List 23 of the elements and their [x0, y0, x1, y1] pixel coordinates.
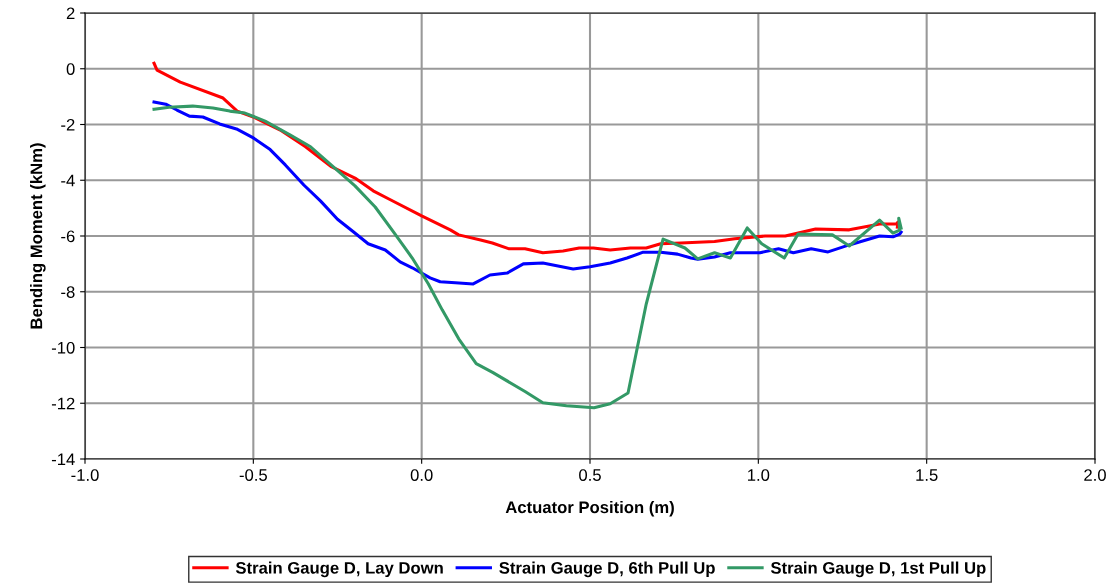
y-axis-title: Bending Moment (kNm): [30, 143, 46, 329]
y-tick-label: -8: [61, 286, 75, 298]
y-tick-label: 0: [66, 63, 75, 75]
legend-label: Strain Gauge D, Lay Down: [235, 561, 443, 578]
x-axis-title: Actuator Position (m): [505, 500, 674, 517]
x-tick-label: 1.0: [748, 469, 770, 481]
x-tick-label: -0.5: [239, 469, 267, 481]
x-tick-label: 0.0: [410, 469, 433, 481]
y-tick-label: -2: [61, 118, 75, 131]
line-series: [152, 100, 903, 286]
y-tick-label: -10: [51, 341, 75, 354]
x-tick-label: 1.5: [916, 469, 938, 481]
y-tick-label: -6: [61, 230, 75, 243]
x-tick-label: 0.5: [579, 469, 601, 481]
x-tick-label: 2.0: [1084, 469, 1106, 481]
y-tick-label: -12: [51, 397, 75, 410]
line-series: [152, 104, 903, 410]
y-tick-label: -4: [61, 174, 75, 187]
x-tick-label: -1.0: [71, 469, 99, 481]
y-tick-label: -14: [51, 453, 75, 466]
legend-label: Strain Gauge D, 1st Pull Up: [770, 561, 986, 578]
y-tick-label: 2: [66, 7, 75, 20]
legend-label: Strain Gauge D, 6th Pull Up: [499, 561, 715, 578]
